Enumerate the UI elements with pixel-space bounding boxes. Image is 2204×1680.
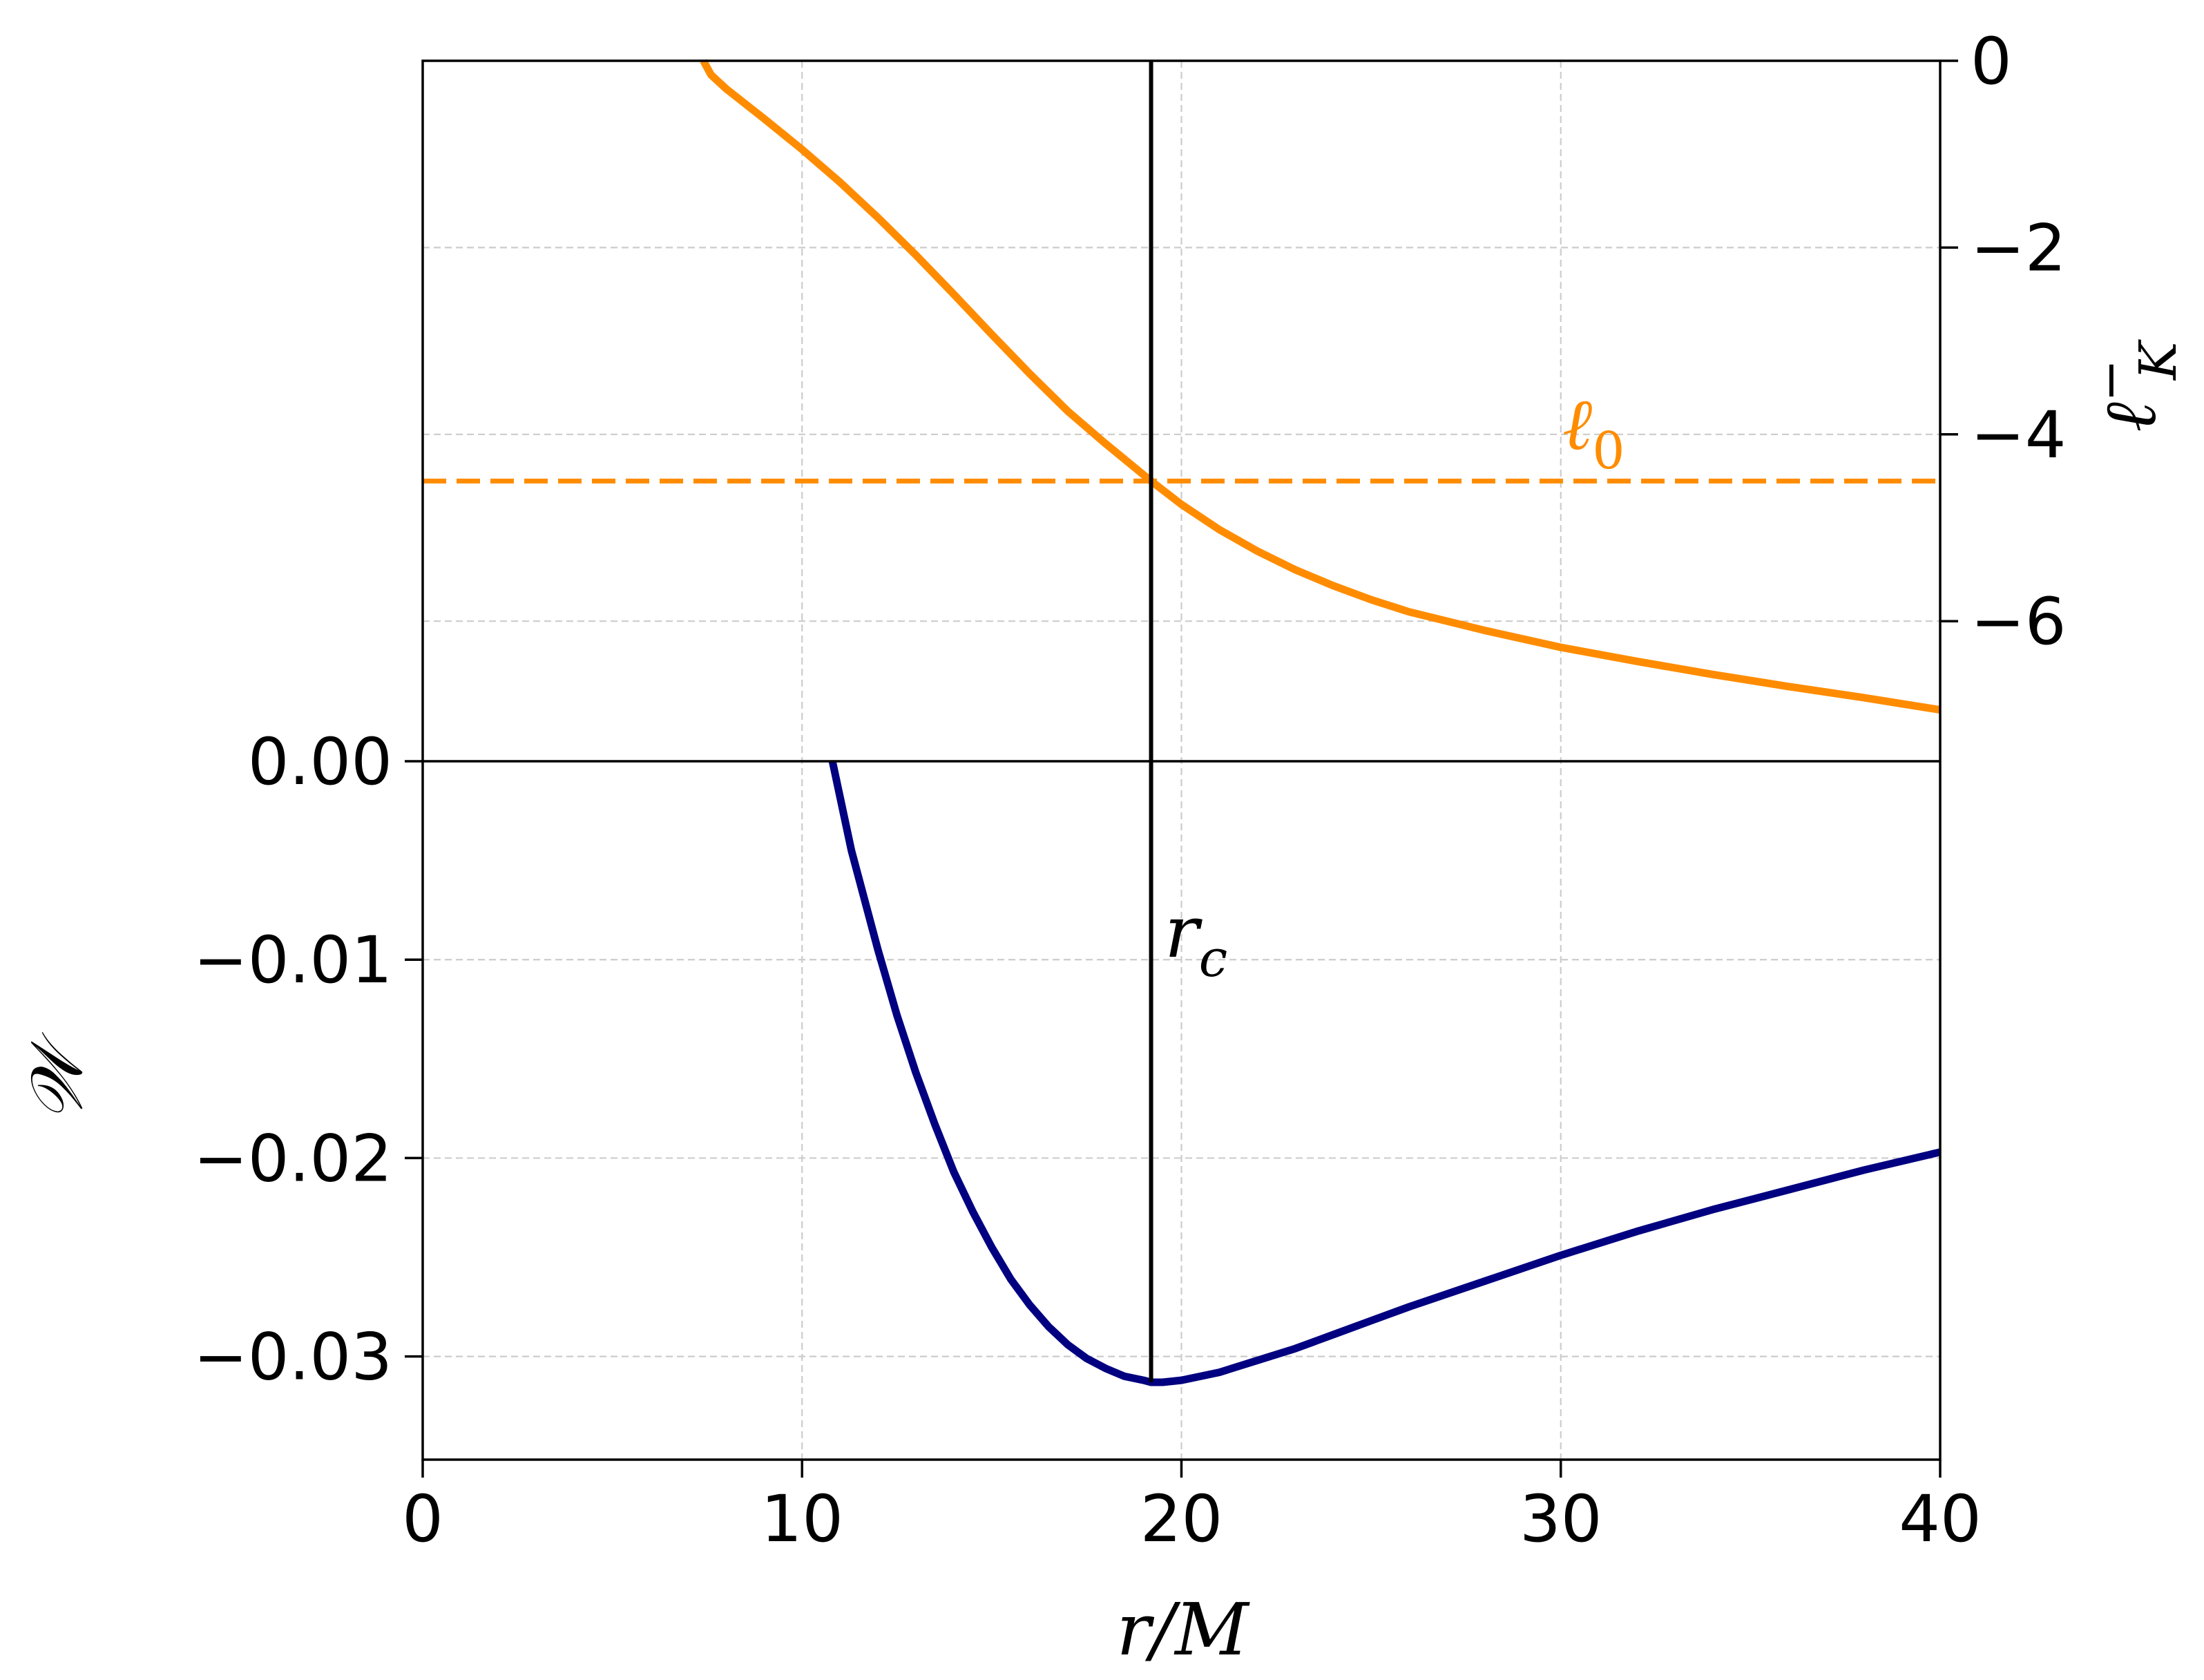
x-tick-label-1: 10 (760, 1482, 843, 1557)
rc-annotation: rc (1165, 890, 1227, 989)
right-axis-label: ℓ−K (2080, 339, 2188, 432)
left-tick-label-1: −0.01 (193, 923, 392, 998)
right-tick-label-1: −2 (1971, 211, 2067, 286)
left-tick-label-3: −0.03 (193, 1320, 392, 1395)
series-W (828, 760, 1942, 1386)
right-tick-label-3: −6 (1971, 584, 2067, 660)
axes-layer: 0 10 20 30 40 0.00 −0.01 −0.02 −0.03 0 −2 −4 −6 (193, 24, 2067, 1557)
series-lK (700, 59, 1941, 714)
left-tick-label-2: −0.02 (193, 1121, 392, 1196)
x-tick-label-0: 0 (402, 1482, 443, 1557)
x-axis-label: r/M (1116, 1587, 1250, 1672)
x-tick-label-3: 30 (1520, 1482, 1602, 1557)
series-layer (423, 59, 1942, 1386)
right-tick-label-2: −4 (1971, 398, 2067, 473)
x-tick-label-4: 40 (1899, 1482, 1982, 1557)
l0-annotation: ℓ0 (1562, 382, 1625, 481)
left-axis-label: 𝒲 (15, 1032, 99, 1123)
right-tick-label-0: 0 (1971, 24, 2012, 99)
left-tick-label-0: 0.00 (248, 725, 392, 800)
x-tick-label-2: 20 (1140, 1482, 1223, 1557)
